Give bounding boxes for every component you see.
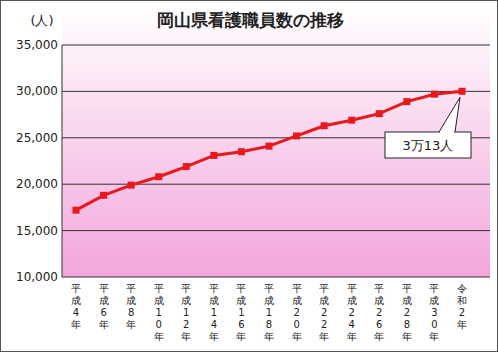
marker bbox=[155, 173, 162, 180]
x-tick-label: 令和2年 bbox=[457, 283, 467, 330]
plot-background bbox=[62, 6, 490, 277]
y-tick-label: 35,000 bbox=[16, 38, 58, 52]
marker bbox=[210, 152, 217, 159]
marker bbox=[73, 207, 80, 214]
chart: 岡山県看護職員数の推移 (人) 10,000 15,000 20,000 25,000 30… bbox=[0, 0, 498, 352]
grid-line bbox=[62, 45, 490, 46]
x-tick-label: 平成26年 bbox=[374, 283, 384, 342]
marker bbox=[403, 98, 410, 105]
marker bbox=[128, 182, 135, 189]
marker bbox=[293, 132, 300, 139]
grid-line bbox=[62, 184, 490, 185]
marker bbox=[348, 117, 355, 124]
callout-pointer bbox=[439, 97, 460, 132]
y-axis-label: (人) bbox=[30, 13, 53, 28]
marker bbox=[266, 143, 273, 150]
x-tick-label: 平成28年 bbox=[402, 283, 412, 342]
marker bbox=[100, 192, 107, 199]
line bbox=[76, 91, 462, 210]
x-tick-label: 平成12年 bbox=[181, 283, 191, 342]
annotation: 3万13人 bbox=[403, 138, 454, 153]
x-tick-label: 平成30年 bbox=[429, 283, 439, 342]
x-tick-label: 平成8年 bbox=[126, 283, 136, 330]
x-tick-label: 平成16年 bbox=[236, 283, 246, 342]
x-tick-label: 平成22年 bbox=[319, 283, 329, 342]
y-tick-label: 20,000 bbox=[16, 177, 58, 191]
marker bbox=[431, 91, 438, 98]
title: 岡山県看護職員数の推移 bbox=[157, 10, 344, 30]
x-tick-label: 平成14年 bbox=[209, 283, 219, 342]
marker bbox=[376, 110, 383, 117]
x-tick-label: 平成4年 bbox=[71, 283, 81, 330]
grid-line bbox=[62, 91, 490, 92]
grid-line bbox=[62, 277, 490, 278]
callout-gap bbox=[440, 131, 454, 133]
callout-box bbox=[385, 132, 471, 158]
x-tick-label: 平成10年 bbox=[154, 283, 164, 342]
grid-line bbox=[62, 230, 490, 231]
y-tick-label: 30,000 bbox=[16, 84, 58, 98]
y-tick-label: 25,000 bbox=[16, 131, 58, 145]
marker bbox=[183, 163, 190, 170]
frame bbox=[1, 1, 498, 352]
y-tick-label: 10,000 bbox=[16, 270, 58, 284]
x-tick-label: 平成6年 bbox=[99, 283, 109, 330]
x-tick-label: 平成20年 bbox=[292, 283, 302, 342]
marker bbox=[238, 148, 245, 155]
x-tick-label: 平成18年 bbox=[264, 283, 274, 342]
marker bbox=[321, 122, 328, 129]
y-tick-label: 15,000 bbox=[16, 224, 58, 238]
series bbox=[73, 88, 466, 214]
marker bbox=[459, 88, 466, 95]
x-tick-label: 平成24年 bbox=[347, 283, 357, 342]
y-axis bbox=[62, 45, 63, 277]
